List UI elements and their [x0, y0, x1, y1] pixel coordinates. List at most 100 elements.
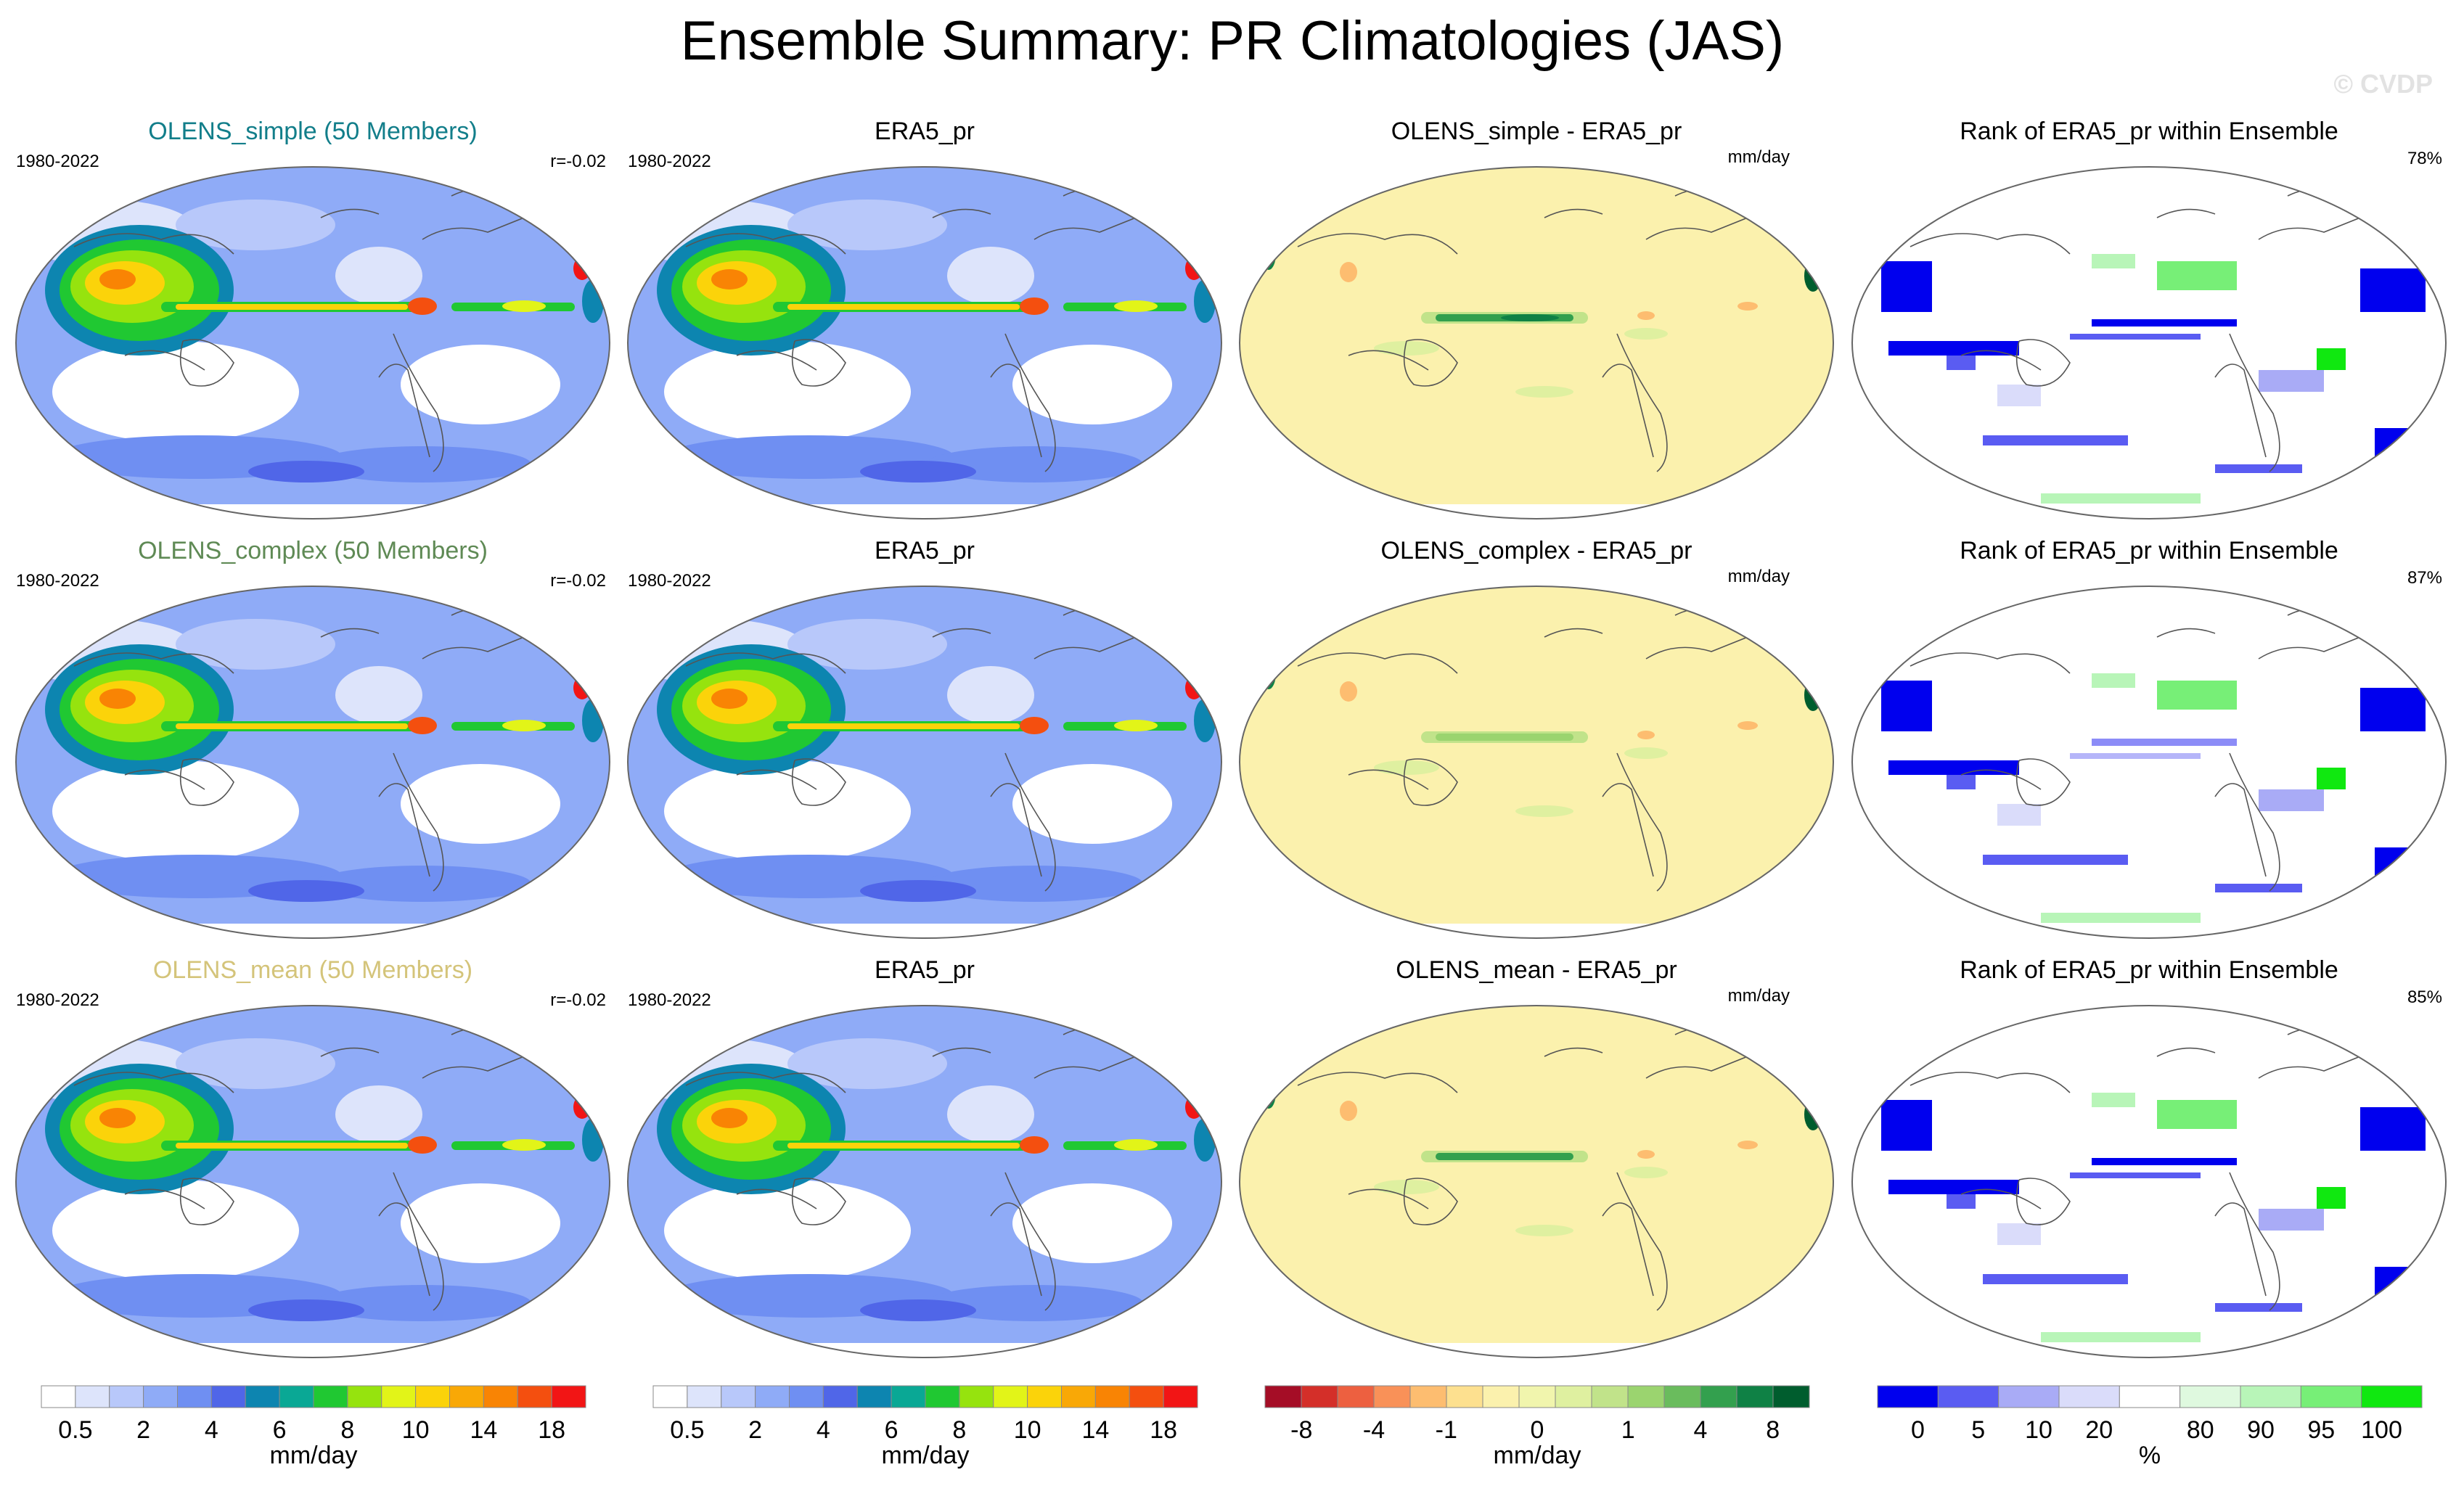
cvdp-watermark: © CVDP [2333, 69, 2433, 99]
map-background [1240, 586, 1833, 924]
map-diff [1239, 166, 1834, 519]
coastline [179, 1178, 234, 1225]
colorbar-swatch [1518, 1385, 1556, 1408]
colorbar-diff: -8 -4 -1 0 1 4 8 mm/day [1264, 1385, 1810, 1469]
coastline [736, 769, 817, 790]
diff-positive [1624, 747, 1668, 759]
diff-positive [1374, 1180, 1439, 1194]
rank-cell [1997, 385, 2041, 406]
coastline [393, 1172, 444, 1311]
rank-cell [2092, 1093, 2135, 1107]
diff-edge-positive [1261, 657, 1276, 689]
coastline [932, 628, 991, 638]
colorbar-swatch [210, 1385, 246, 1408]
colorbar-swatch [2240, 1385, 2301, 1408]
rank-cell [1997, 804, 2041, 826]
colorbar-tick-label: 8 [952, 1416, 966, 1444]
colorbar-swatch [449, 1385, 484, 1408]
rank-cell [2259, 789, 2324, 811]
dry-subtropics [52, 341, 299, 443]
panel-title: ERA5_pr [875, 118, 975, 145]
map-rank [1851, 586, 2447, 939]
colorbar-tick-label: 80 [2187, 1416, 2214, 1444]
diff-negative [1637, 731, 1655, 739]
figure-title: Ensemble Summary: PR Climatologies (JAS) [681, 10, 1784, 72]
colorbar-units: % [2139, 1442, 2161, 1469]
colorbar-swatch [2058, 1385, 2120, 1408]
colorbar-units: mm/day [1494, 1442, 1581, 1469]
colorbar-tick-label: 0.5 [670, 1416, 704, 1444]
rank-cell [1888, 1180, 2019, 1194]
colorbar-swatch [959, 1385, 994, 1408]
coastline [2015, 758, 2071, 806]
colorbar-swatch [2300, 1385, 2362, 1408]
panel-title: OLENS_mean - ERA5_pr [1396, 956, 1677, 984]
panel-title: Rank of ERA5_pr within Ensemble [1960, 118, 2338, 145]
dry-subtropics [52, 760, 299, 862]
warm-pool [99, 1108, 136, 1128]
diff-edge-positive [1261, 1077, 1276, 1109]
coastline [73, 1072, 234, 1093]
map-ens [15, 1005, 610, 1358]
colorbar-tick-label: 4 [1694, 1416, 1708, 1444]
rank-cell [1881, 681, 1932, 731]
dry-region [947, 666, 1034, 724]
warm-pool [711, 1108, 748, 1128]
colorbar-swatch [993, 1385, 1028, 1408]
panel-title: Rank of ERA5_pr within Ensemble [1960, 537, 2338, 564]
coastline [1616, 333, 1668, 472]
colorbar-swatch [1129, 1385, 1164, 1408]
itcz-max [1020, 717, 1049, 734]
coastline [1403, 1178, 1458, 1225]
colorbar-tick-label: 6 [885, 1416, 899, 1444]
coastline [1910, 1072, 2071, 1093]
atlantic-itcz-core [1114, 720, 1158, 731]
diff-negative [1738, 721, 1758, 730]
coastline [685, 233, 846, 255]
rank-cell [2317, 348, 2346, 370]
dry-region [335, 247, 422, 305]
dry-subtropics [52, 1180, 299, 1281]
coastline [791, 758, 846, 806]
colorbar-swatch [1337, 1385, 1375, 1408]
coastline [1616, 752, 1668, 892]
colorbar-tick-label: -1 [1436, 1416, 1457, 1444]
colorbar-swatch [652, 1385, 688, 1408]
map-background [1240, 1006, 1833, 1343]
panel-obs-row1: ERA5_pr 1980-2022 [627, 118, 1222, 519]
colorbar-swatch [1937, 1385, 2000, 1408]
panel-ens-row1: OLENS_simple (50 Members) 1980-2022 r=-0.0… [15, 118, 610, 519]
colorbar-tick-label: 0.5 [58, 1416, 92, 1444]
colorbar-swatch [755, 1385, 790, 1408]
map-outline [1851, 586, 2447, 939]
colorbar-swatch [1482, 1385, 1520, 1408]
panel-diff-row3: OLENS_mean - ERA5_pr mm/day [1239, 956, 1834, 1358]
dry-subtropics [401, 1183, 560, 1263]
atlantic-itcz-core [1114, 1139, 1158, 1151]
colorbar-tick-label: 18 [1150, 1416, 1177, 1444]
storm-track [860, 880, 976, 902]
colorbar-swatch [2119, 1385, 2181, 1408]
coastline [179, 339, 234, 387]
diff-negative [1637, 1150, 1655, 1159]
map-background [1240, 167, 1833, 504]
storm-track [860, 461, 976, 482]
panel-title: Rank of ERA5_pr within Ensemble [1960, 956, 2338, 984]
coastline [1960, 1188, 2042, 1209]
diff-negative [1340, 1101, 1357, 1121]
diff-positive [1374, 341, 1439, 356]
colorbar-swatch [789, 1385, 824, 1408]
itcz-max [408, 1136, 437, 1154]
colorbar-swatch [347, 1385, 382, 1408]
colorbar-tick-label: 20 [2085, 1416, 2113, 1444]
coastline [2156, 628, 2216, 638]
rank-cell [2092, 739, 2237, 746]
coastline [736, 350, 817, 371]
coastline [1544, 628, 1603, 638]
coastline [2015, 339, 2071, 387]
itcz-core [176, 304, 408, 310]
dry-region [335, 666, 422, 724]
colorbar-tick-label: 10 [2025, 1416, 2052, 1444]
rank-cell [1888, 760, 2019, 775]
